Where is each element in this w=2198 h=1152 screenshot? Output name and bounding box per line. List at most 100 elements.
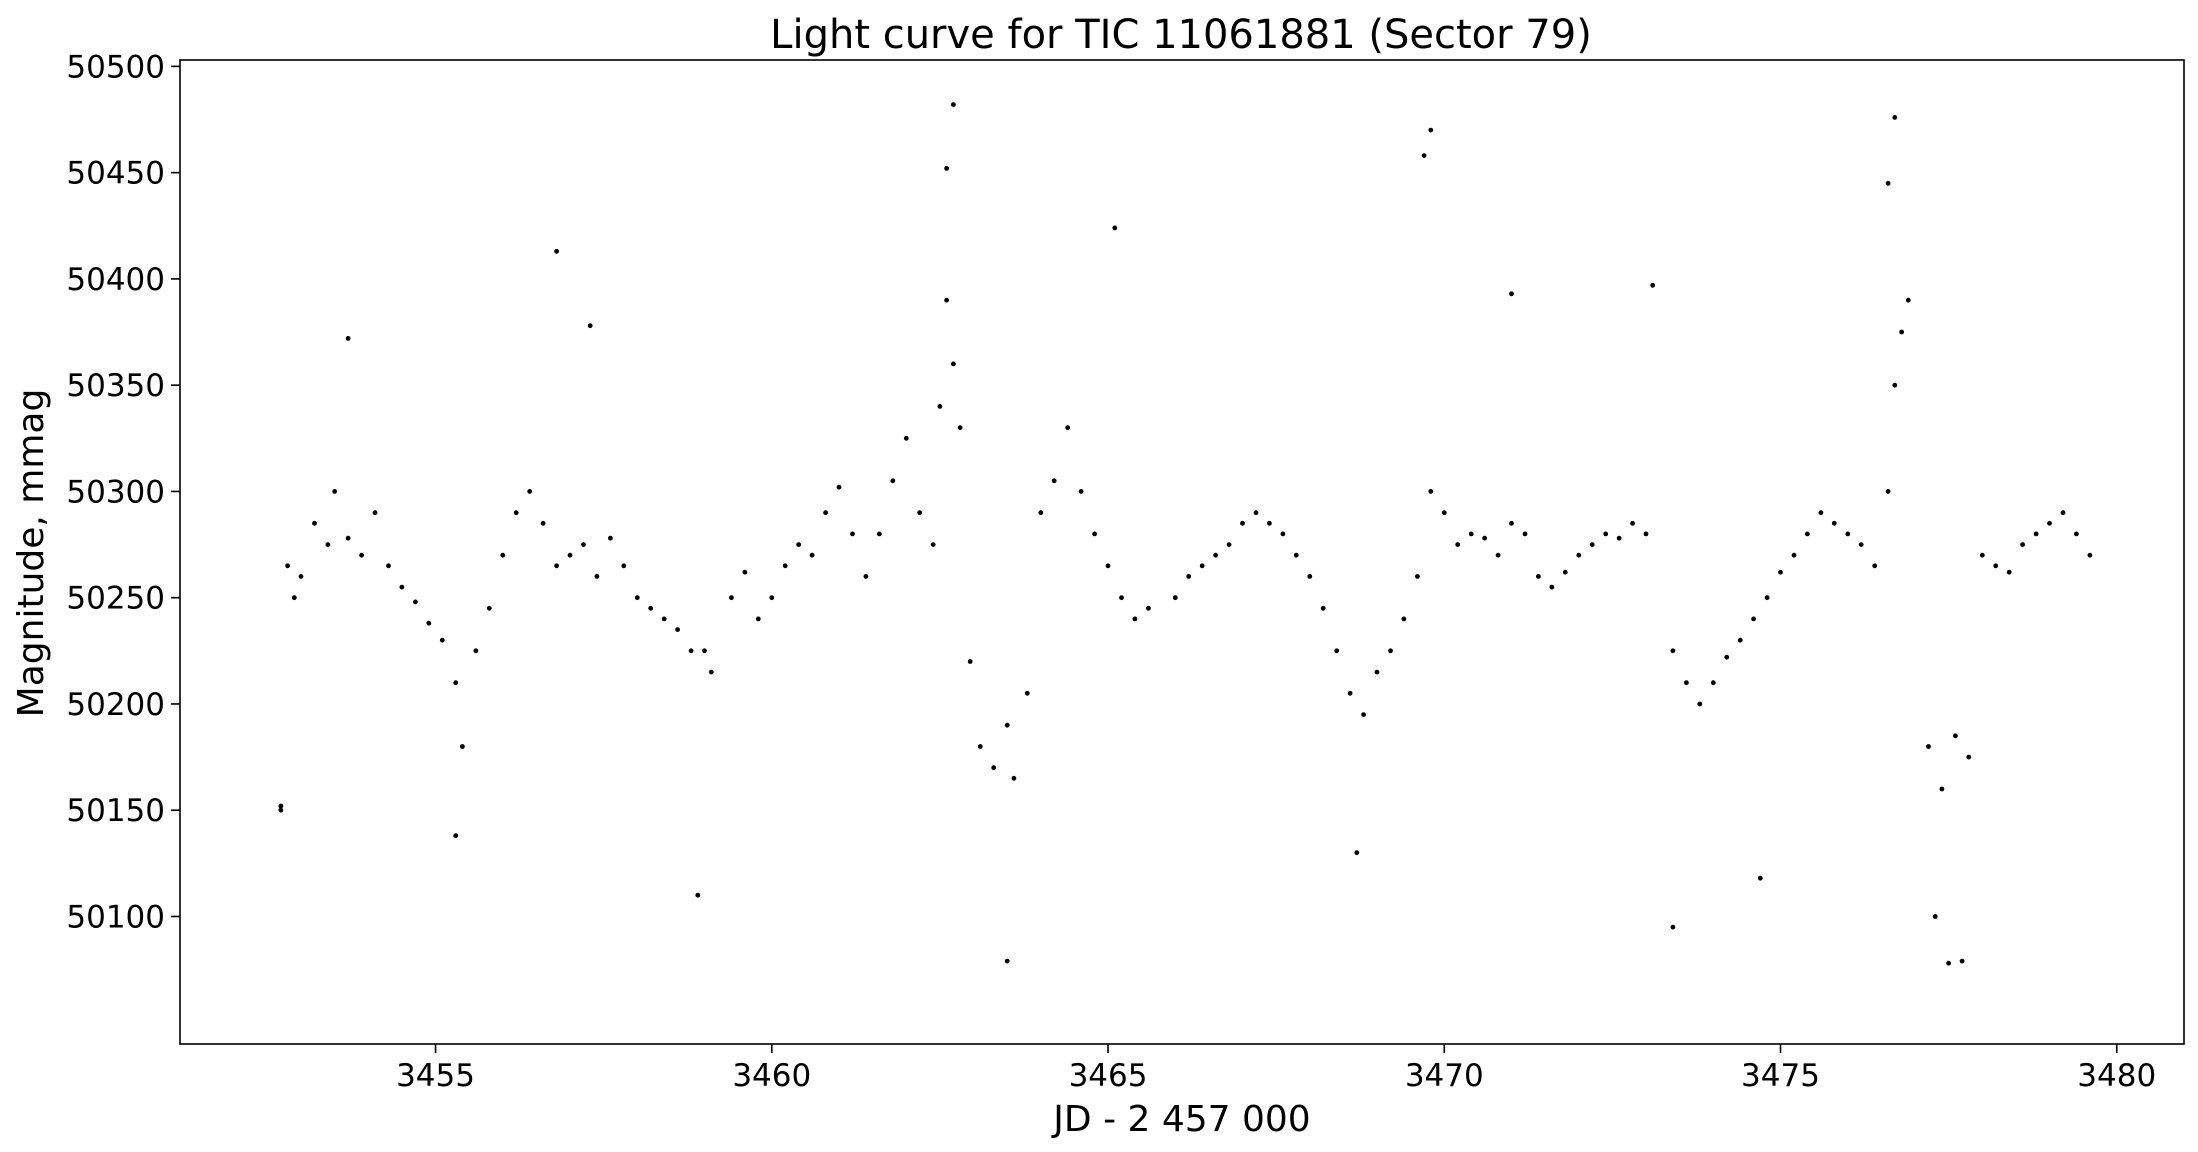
- y-tick-label: 50350: [66, 368, 165, 404]
- data-point: [1293, 552, 1299, 558]
- data-point: [1616, 535, 1622, 541]
- data-point: [937, 404, 943, 409]
- data-point: [500, 552, 506, 558]
- data-point: [460, 744, 465, 749]
- data-point: [513, 510, 519, 516]
- data-point: [2020, 542, 2025, 547]
- data-point: [675, 627, 680, 632]
- data-point: [1280, 531, 1286, 537]
- data-point: [1932, 914, 1938, 919]
- data-point: [1885, 489, 1891, 494]
- data-point: [1267, 520, 1272, 526]
- data-point: [1737, 637, 1743, 643]
- data-point: [796, 542, 802, 547]
- data-point: [1670, 648, 1676, 654]
- data-point: [608, 535, 613, 541]
- data-point: [1146, 605, 1151, 611]
- data-point: [285, 563, 290, 569]
- data-point: [332, 489, 338, 494]
- data-point: [386, 563, 391, 569]
- y-tick-label: 50300: [66, 474, 165, 510]
- data-point: [1751, 616, 1756, 622]
- data-point: [453, 833, 459, 839]
- data-point: [688, 648, 694, 654]
- y-tick-label: 50200: [66, 687, 165, 723]
- data-point: [951, 361, 956, 367]
- data-point: [2074, 531, 2079, 537]
- data-point: [312, 520, 317, 526]
- x-tick-label: 3465: [1069, 1058, 1148, 1094]
- axes-frame: [179, 59, 2185, 1045]
- data-point: [634, 595, 640, 601]
- data-point: [1966, 754, 1972, 760]
- data-point: [1791, 552, 1797, 558]
- data-point: [903, 435, 909, 441]
- data-point: [1307, 574, 1313, 579]
- data-point: [1226, 542, 1232, 547]
- data-point: [2006, 569, 2012, 575]
- data-point: [1845, 531, 1851, 537]
- data-point: [1926, 744, 1931, 749]
- data-point: [439, 637, 445, 643]
- data-point: [345, 535, 351, 541]
- data-point: [453, 680, 459, 686]
- data-point: [729, 595, 734, 601]
- data-point: [1455, 542, 1461, 547]
- data-point: [581, 542, 586, 547]
- data-point: [1354, 850, 1360, 856]
- data-point: [1899, 329, 1904, 335]
- data-point: [1024, 690, 1030, 696]
- data-point: [991, 765, 997, 771]
- data-point: [1892, 115, 1898, 120]
- data-point: [1441, 510, 1447, 516]
- data-point: [1562, 569, 1568, 575]
- data-point: [1946, 960, 1951, 966]
- data-point: [1831, 520, 1837, 526]
- data-point: [769, 595, 775, 601]
- data-point: [540, 520, 546, 526]
- data-point: [944, 297, 949, 303]
- data-point: [917, 510, 923, 516]
- x-axis-ticks: 3455 3460 3465 3470 3475 3480: [396, 1044, 2156, 1094]
- data-point: [1576, 552, 1582, 558]
- data-point: [742, 569, 748, 575]
- data-point: [345, 336, 351, 341]
- data-point: [473, 648, 479, 654]
- data-point: [1320, 605, 1326, 611]
- y-tick-label: 50100: [66, 899, 165, 935]
- data-point: [278, 803, 284, 809]
- data-point: [1347, 690, 1353, 696]
- y-tick-label: 50500: [66, 49, 165, 85]
- data-point: [1670, 924, 1676, 930]
- data-point: [1872, 563, 1878, 569]
- data-point: [1374, 669, 1380, 675]
- data-point: [1253, 510, 1259, 516]
- data-point: [967, 659, 973, 664]
- data-point: [587, 323, 593, 329]
- y-tick-label: 50400: [66, 262, 165, 298]
- data-point: [1132, 616, 1138, 622]
- data-point: [823, 510, 828, 516]
- x-tick-label: 3470: [1405, 1058, 1484, 1094]
- y-tick-label: 50250: [66, 581, 165, 617]
- data-point: [1428, 489, 1434, 494]
- y-axis-ticks: 50100 50150 50200 50250 50300 50350 50400 50450…: [66, 49, 180, 935]
- y-tick-label: 50450: [66, 156, 165, 192]
- data-point: [527, 489, 533, 494]
- data-point: [1509, 520, 1514, 526]
- data-point: [863, 574, 869, 579]
- data-point: [1334, 648, 1340, 654]
- data-point: [1858, 542, 1864, 547]
- data-point: [1892, 382, 1898, 388]
- data-point: [567, 552, 573, 558]
- data-point: [1697, 701, 1703, 707]
- data-point: [291, 595, 297, 601]
- data-point: [1684, 680, 1689, 686]
- x-tick-label: 3460: [732, 1058, 811, 1094]
- data-point: [850, 531, 855, 537]
- data-point: [1536, 574, 1541, 579]
- data-point: [1112, 225, 1118, 231]
- data-points: [278, 102, 2093, 966]
- chart-title: Light curve for TIC 11061881 (Sector 79): [770, 12, 1592, 58]
